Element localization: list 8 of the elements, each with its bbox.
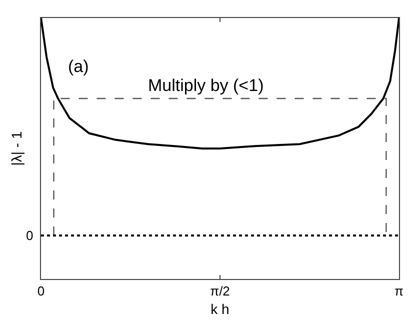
annotation: Multiply by (<1)	[148, 76, 264, 95]
x-tick-label: π	[394, 284, 404, 299]
y-axis-title: |λ| - 1	[8, 131, 25, 166]
x-axis-title: k h	[210, 300, 230, 317]
annotation: (a)	[68, 57, 89, 76]
x-tick-label: π/2	[210, 284, 230, 299]
x-tick-label: 0	[37, 284, 45, 299]
ref-line-label: 0	[26, 228, 34, 243]
